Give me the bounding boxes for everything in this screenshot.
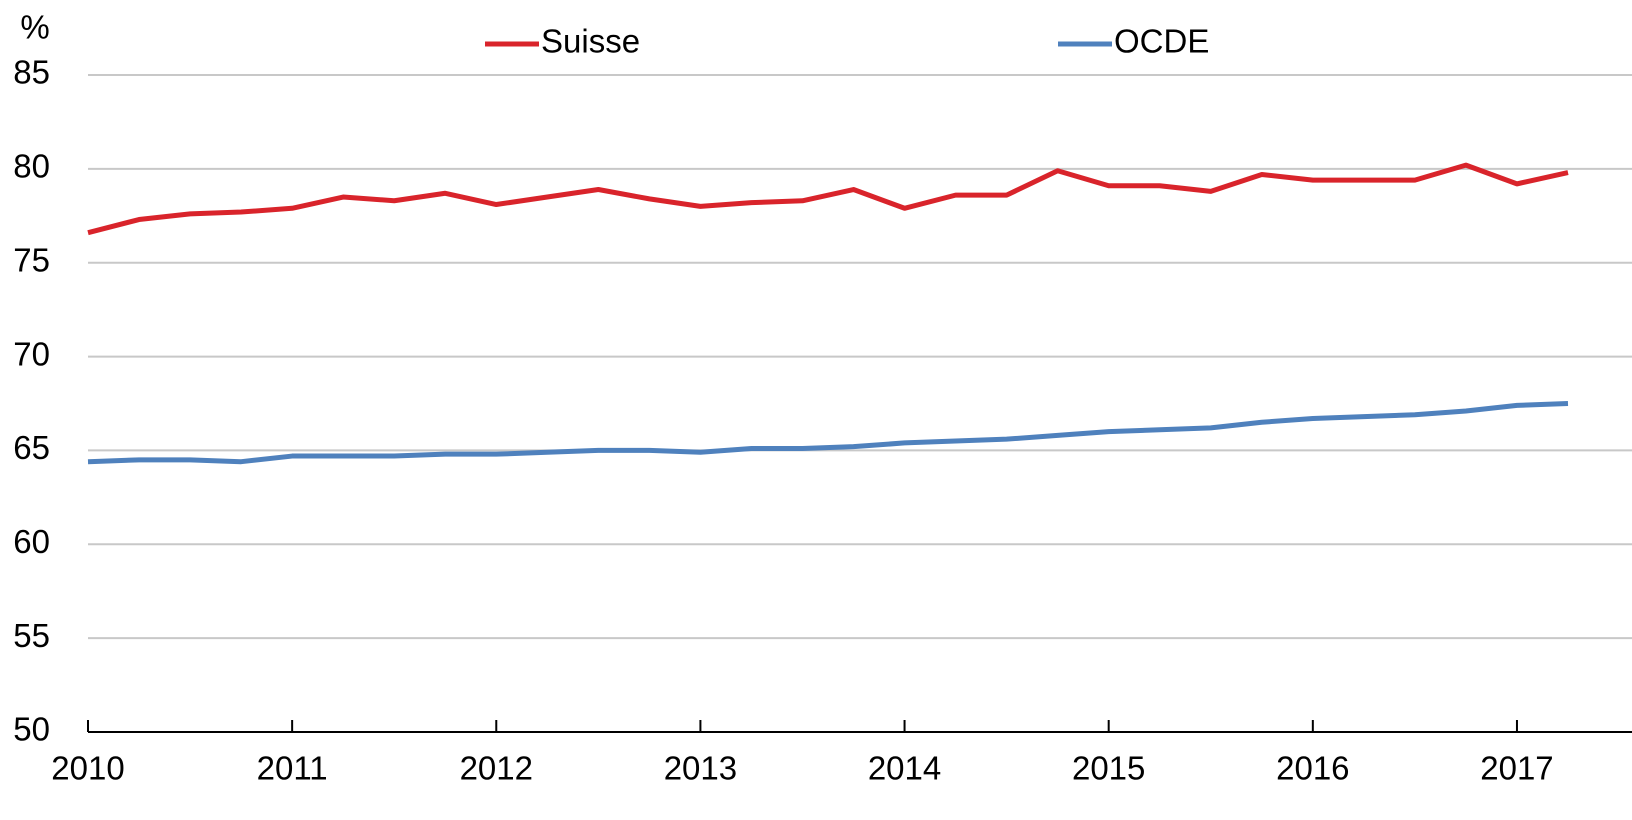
y-tick-label: 80 [13,148,50,185]
x-tick-label: 2012 [460,750,533,787]
x-tick-label: 2016 [1276,750,1349,787]
y-tick-label: 75 [13,241,50,278]
x-tick-label: 2017 [1480,750,1553,787]
x-tick-label: 2013 [664,750,737,787]
y-tick-label: 70 [13,335,50,372]
y-axis-label: % [20,9,49,46]
series-line [87,401,1569,465]
y-tick-label: 60 [13,523,50,560]
x-tick-label: 2010 [51,750,124,787]
y-tick-label: 85 [13,54,50,91]
y-tick-label: 50 [13,711,50,748]
y-tick-label: 65 [13,429,50,466]
legend-label: Suisse [541,23,640,60]
x-tick-label: 2011 [257,750,328,787]
legend-label: OCDE [1114,23,1209,60]
series-line [87,162,1569,236]
x-tick-label: 2015 [1072,750,1145,787]
x-tick-label: 2014 [868,750,941,787]
y-tick-label: 55 [13,617,50,654]
